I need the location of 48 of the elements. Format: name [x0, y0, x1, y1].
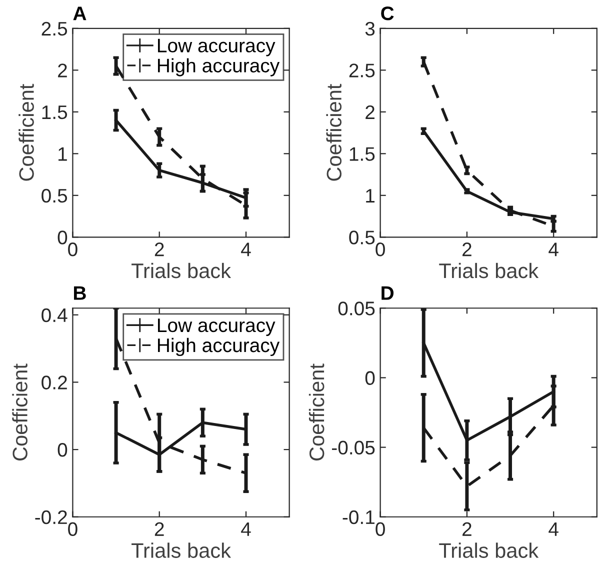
- x-axis-title: Trials back: [439, 262, 539, 278]
- y-tick-label: -0.1: [342, 510, 374, 524]
- x-tick-label: 4: [241, 522, 251, 536]
- y-tick-label: 2.5: [42, 22, 68, 36]
- y-tick-label: 0: [365, 371, 375, 385]
- x-tick-label: 2: [154, 242, 164, 256]
- x-tick-label: 4: [548, 242, 558, 256]
- y-tick-label: 0.05: [338, 302, 375, 316]
- x-axis-title: Trials back: [132, 262, 232, 278]
- y-tick-label: 0: [58, 443, 68, 457]
- x-tick-label: 2: [154, 522, 164, 536]
- y-tick-label: 0.4: [42, 308, 68, 322]
- y-tick-label: 1: [366, 189, 374, 202]
- legend-label: Low accuracy: [158, 38, 276, 56]
- x-axis-title: Trials back: [132, 542, 232, 558]
- y-tick-label: 1.5: [350, 147, 375, 161]
- y-axis-title: Coefficient: [326, 84, 342, 181]
- y-axis-title: Coefficient: [308, 364, 324, 460]
- x-tick-label: 4: [548, 522, 558, 536]
- x-tick-label: 2: [462, 522, 472, 536]
- y-tick-label: 0.5: [349, 230, 375, 244]
- y-tick-label: -0.05: [332, 440, 375, 455]
- chart-title: D: [382, 286, 394, 300]
- legend-label: High accuracy: [158, 58, 280, 76]
- x-tick-label: 4: [241, 242, 251, 256]
- chart-title: C: [381, 6, 394, 20]
- x-tick-label: 0: [68, 242, 78, 256]
- x-tick-label: 0: [376, 522, 385, 536]
- y-tick-label: 2: [366, 105, 374, 119]
- y-tick-label: 2.5: [349, 64, 375, 78]
- y-tick-label: 1.5: [42, 106, 68, 120]
- legend-label: High accuracy: [158, 338, 280, 356]
- x-tick-label: 0: [68, 522, 78, 536]
- y-tick-label: 1: [58, 147, 67, 161]
- y-tick-label: 0.5: [42, 188, 68, 203]
- y-tick-label: 3: [365, 22, 375, 36]
- legend-label: Low accuracy: [158, 318, 276, 336]
- y-axis-title: Coefficient: [18, 84, 34, 181]
- y-tick-label: 0.2: [42, 376, 67, 390]
- chart-title: B: [74, 286, 86, 300]
- x-tick-label: 0: [376, 242, 385, 256]
- y-tick-label: 0: [58, 230, 68, 244]
- chart-title: A: [73, 6, 86, 20]
- y-tick-label: 2: [58, 64, 67, 78]
- x-tick-label: 2: [462, 242, 472, 256]
- x-axis-title: Trials back: [439, 542, 539, 558]
- y-tick-label: -0.2: [35, 510, 67, 524]
- y-axis-title: Coefficient: [12, 364, 28, 460]
